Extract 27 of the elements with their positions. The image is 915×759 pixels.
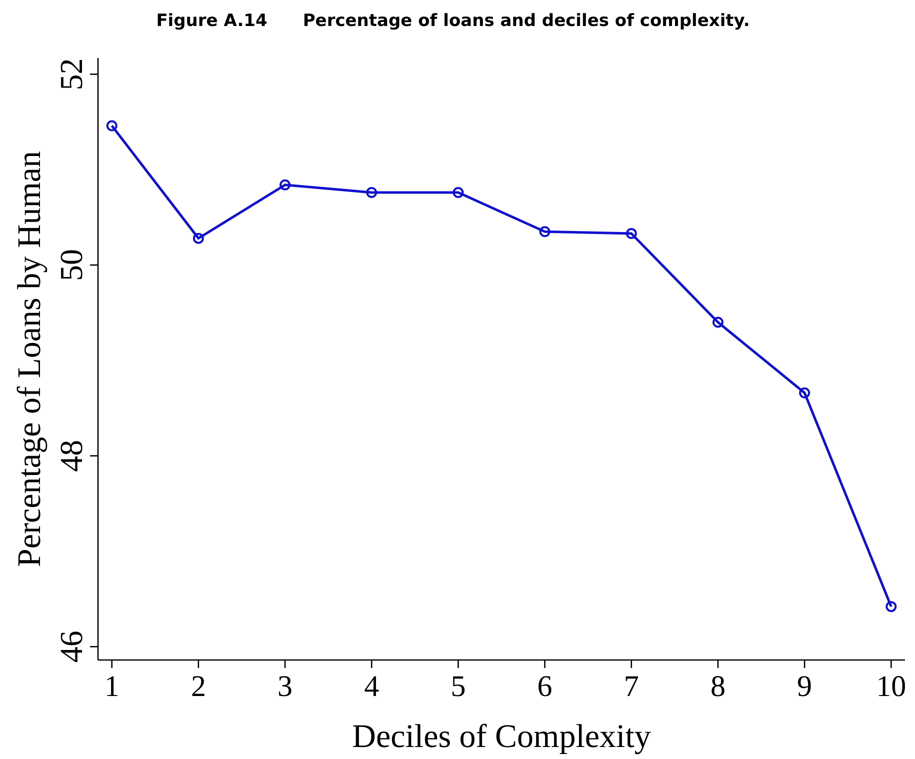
x-tick-label: 8 xyxy=(710,670,726,703)
point xyxy=(539,226,550,238)
y-axis-title: Percentage of Loans by Human xyxy=(12,150,48,568)
y-tick-label: 50 xyxy=(53,249,89,282)
x-tick-label: 7 xyxy=(624,670,639,703)
x-tick-label: 6 xyxy=(537,670,552,703)
point xyxy=(886,601,897,612)
x-tick-label: 4 xyxy=(364,670,380,703)
y-tick-label: 48 xyxy=(53,440,89,472)
x-tick-label: 1 xyxy=(104,670,120,703)
x-tick-label: 3 xyxy=(278,670,293,703)
point xyxy=(626,228,637,240)
point xyxy=(192,232,204,244)
point xyxy=(366,187,378,198)
x-tick-label: 9 xyxy=(797,670,812,703)
x-tick-label: 5 xyxy=(450,670,466,703)
point xyxy=(799,387,810,398)
point xyxy=(452,187,464,198)
y-tick-label: 52 xyxy=(53,58,89,90)
point xyxy=(712,316,724,328)
x-tick-label: 10 xyxy=(876,670,906,703)
x-axis-title: Deciles of Complexity xyxy=(352,719,652,755)
point xyxy=(106,120,118,132)
y-tick-label: 46 xyxy=(53,630,89,663)
x-tick-label: 2 xyxy=(190,670,206,703)
chart-title: Figure A.14 Percentage of loans and deciles of complexity. xyxy=(156,11,750,31)
point xyxy=(280,179,291,190)
